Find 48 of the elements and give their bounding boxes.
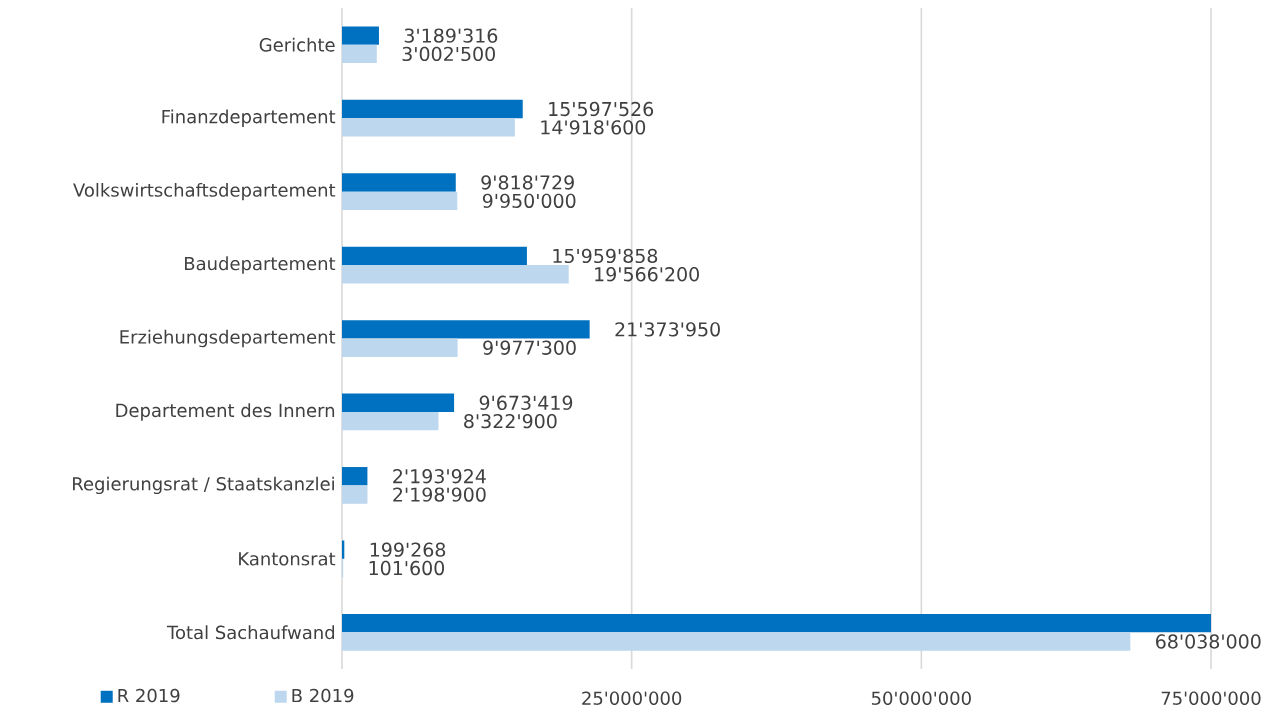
bar xyxy=(342,485,368,504)
bar xyxy=(342,320,590,339)
y-tick-label: Erziehungsdepartement xyxy=(120,329,336,348)
legend-label: B 2019 xyxy=(292,688,354,703)
y-tick-label: Total Sachaufwand xyxy=(166,625,335,640)
y-tick-label: Volkswirtschaftsdepartement xyxy=(73,182,336,201)
bar xyxy=(342,99,523,119)
data-label: 9'977'300 xyxy=(483,340,576,355)
bar xyxy=(342,26,379,45)
bar xyxy=(342,411,439,431)
x-tick-label: 50'000'000 xyxy=(871,691,971,706)
data-label: 68'038'000 xyxy=(1156,634,1261,649)
y-tick-label: Regierungsrat / Staatskanzlei xyxy=(73,476,334,495)
bar xyxy=(342,44,377,64)
bar xyxy=(342,467,368,486)
y-tick-label: Finanzdepartement xyxy=(162,109,336,127)
data-label: 3'189'316 xyxy=(404,28,498,43)
bar xyxy=(342,632,1131,651)
data-label: 21'373'950 xyxy=(615,322,720,337)
data-label: 15'959'858 xyxy=(553,248,658,264)
data-label: 19'566'200 xyxy=(595,267,699,282)
data-label: 9'673'419 xyxy=(479,395,573,410)
data-label: 2'193'924 xyxy=(393,469,486,484)
data-label: 3'002'500 xyxy=(402,46,495,62)
bar xyxy=(342,338,458,357)
y-tick-label: Kantonsrat xyxy=(239,552,336,566)
y-tick-label: Baudepartement xyxy=(185,256,336,274)
legend-label: R 2019 xyxy=(118,688,180,703)
data-label: 199'268 xyxy=(370,542,446,557)
bar xyxy=(342,246,527,266)
bar xyxy=(342,191,458,210)
data-label: 101'600 xyxy=(369,560,445,576)
y-tick-label: Gerichte xyxy=(259,37,335,52)
x-tick-label: 25'000'000 xyxy=(582,691,682,706)
bar xyxy=(342,173,456,192)
x-tick-label: 75'000'000 xyxy=(1161,691,1261,706)
bar xyxy=(342,613,1211,633)
bar xyxy=(342,393,455,412)
bar xyxy=(342,118,515,137)
data-label: 9'818'729 xyxy=(481,175,574,190)
data-label: 8'322'900 xyxy=(464,413,557,429)
data-label: 15'597'526 xyxy=(549,101,654,117)
data-label: 2'198'900 xyxy=(393,487,486,502)
bar xyxy=(342,540,345,559)
data-label: 9'950'000 xyxy=(482,193,576,208)
y-tick-label: Departement des Innern xyxy=(116,403,335,421)
data-label: 14'918'600 xyxy=(541,120,646,135)
bar xyxy=(342,265,569,284)
